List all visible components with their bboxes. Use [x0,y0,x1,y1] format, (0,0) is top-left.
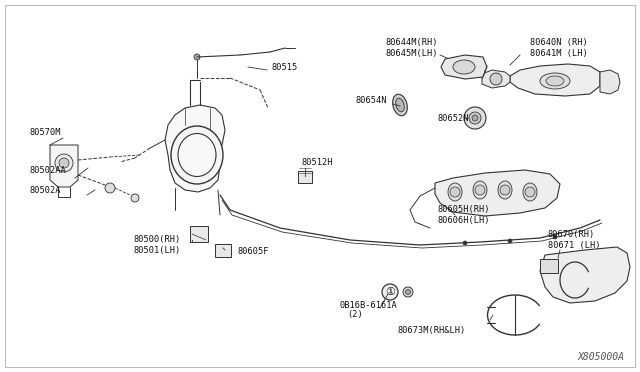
Ellipse shape [171,126,223,184]
Circle shape [105,183,115,193]
Text: 80673M(RH&LH): 80673M(RH&LH) [398,326,467,334]
Text: 80652N: 80652N [437,113,468,122]
Circle shape [403,287,413,297]
Polygon shape [482,70,510,88]
Circle shape [475,185,485,195]
Polygon shape [510,64,600,96]
Bar [298,171,312,183]
Circle shape [194,54,200,60]
Text: 80570M: 80570M [30,128,61,137]
Circle shape [469,112,481,124]
Ellipse shape [498,181,512,199]
Text: 80515: 80515 [272,62,298,71]
Circle shape [472,115,478,121]
Text: 80605F: 80605F [238,247,269,257]
Bar [190,226,208,242]
Ellipse shape [178,134,216,176]
Text: (2): (2) [347,310,363,318]
Text: 80605H(RH)
80606H(LH): 80605H(RH) 80606H(LH) [437,205,490,225]
Circle shape [55,154,73,172]
Bar [540,259,558,273]
Circle shape [500,185,510,195]
Circle shape [59,158,69,168]
Text: 80670(RH)
80671 (LH): 80670(RH) 80671 (LH) [548,230,600,250]
Circle shape [463,241,467,245]
Text: 80502A: 80502A [30,186,61,195]
Circle shape [131,194,139,202]
Polygon shape [435,170,560,216]
Bar [215,244,231,257]
Text: 0B16B-6161A: 0B16B-6161A [340,301,397,311]
Text: 80512H: 80512H [302,157,333,167]
Polygon shape [600,70,620,94]
Ellipse shape [396,98,404,112]
Ellipse shape [523,183,537,201]
Circle shape [450,187,460,197]
Ellipse shape [453,60,475,74]
Circle shape [525,187,535,197]
Ellipse shape [540,73,570,89]
Circle shape [553,235,557,239]
Text: 80640N (RH)
80641M (LH): 80640N (RH) 80641M (LH) [530,38,588,58]
Ellipse shape [546,76,564,86]
Ellipse shape [393,94,407,116]
Polygon shape [540,247,630,303]
Circle shape [406,289,410,295]
Circle shape [490,73,502,85]
Circle shape [382,284,398,300]
Text: 80654N: 80654N [355,96,387,105]
Text: 80644M(RH)
80645M(LH): 80644M(RH) 80645M(LH) [385,38,438,58]
Polygon shape [50,145,78,187]
Ellipse shape [473,181,487,199]
Circle shape [508,239,512,243]
Circle shape [464,107,486,129]
Ellipse shape [448,183,462,201]
Text: 80502AA: 80502AA [30,166,67,174]
Text: X805000A: X805000A [578,352,625,362]
Polygon shape [165,105,225,192]
Text: ①: ① [385,287,395,297]
Polygon shape [441,55,487,79]
Text: 80500(RH)
80501(LH): 80500(RH) 80501(LH) [133,235,180,255]
